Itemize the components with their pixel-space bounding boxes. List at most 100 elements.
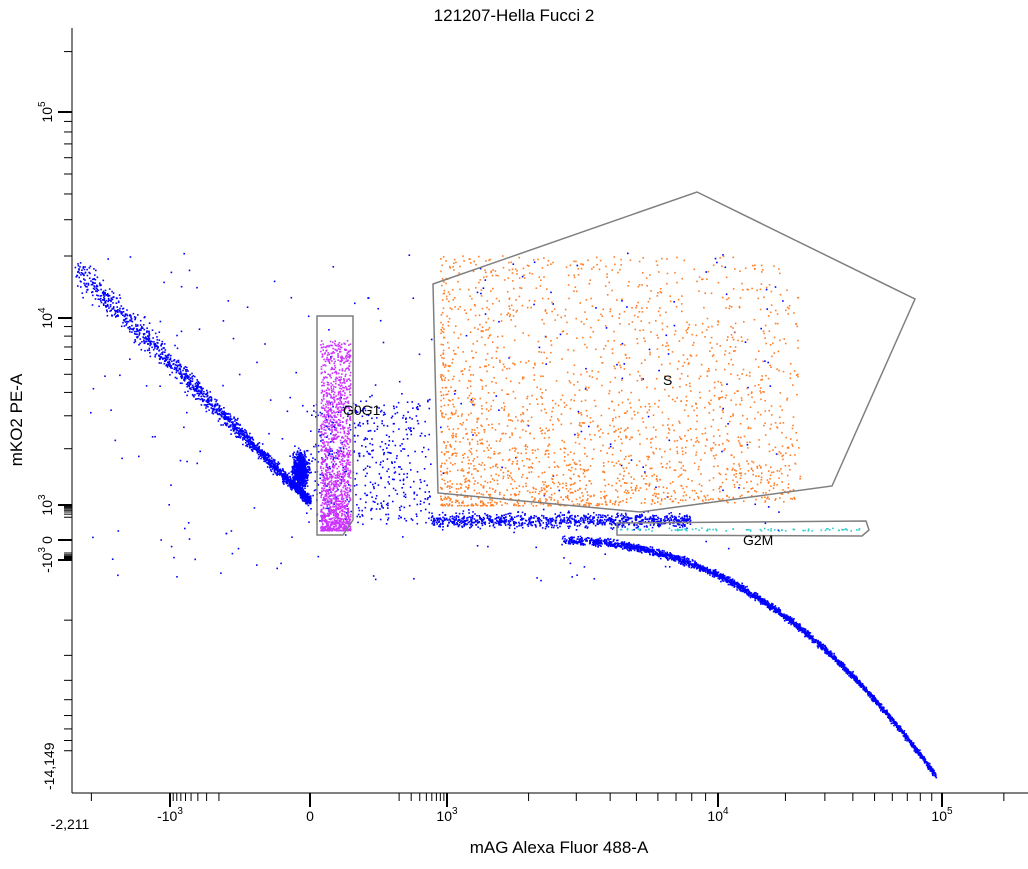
event-dot <box>136 333 138 336</box>
event-dot <box>458 524 461 526</box>
event-dot <box>298 467 300 469</box>
event-dot <box>366 465 369 467</box>
event-dot <box>568 519 571 521</box>
event-dot <box>213 406 216 408</box>
event-dot <box>589 520 592 523</box>
event-dot <box>364 467 367 470</box>
event-dot <box>185 383 188 386</box>
event-dot <box>217 420 220 422</box>
event-dot <box>395 457 398 460</box>
event-dot <box>495 514 498 516</box>
event-dot <box>138 332 141 335</box>
event-dot <box>308 493 310 495</box>
event-dot <box>298 489 300 491</box>
event-dot <box>191 378 194 380</box>
event-dot <box>124 314 127 316</box>
event-dot <box>395 406 398 408</box>
event-dot <box>185 370 187 373</box>
event-dot <box>94 282 96 284</box>
event-dot <box>469 527 471 529</box>
event-dot <box>109 304 112 306</box>
event-dot <box>488 518 490 520</box>
event-dot <box>92 282 95 284</box>
event-dot <box>455 515 458 517</box>
event-dot <box>299 481 301 484</box>
event-dot <box>505 513 507 516</box>
event-dot <box>519 516 522 518</box>
event-dot <box>680 524 683 526</box>
event-dot <box>531 517 533 519</box>
event-dot <box>482 519 485 521</box>
event-dot <box>303 468 306 471</box>
event-dot <box>146 330 148 332</box>
event-dot <box>560 521 562 524</box>
event-dot <box>155 345 157 348</box>
event-dot <box>382 500 385 502</box>
event-dot <box>83 268 86 271</box>
event-dot <box>80 286 82 288</box>
event-dot <box>300 465 303 467</box>
event-dot <box>427 400 429 403</box>
event-dot <box>388 452 391 454</box>
event-dot <box>409 486 412 488</box>
event-dot <box>476 521 479 524</box>
event-dot <box>659 523 661 526</box>
event-dot <box>402 491 405 494</box>
event-dot <box>202 395 205 397</box>
event-dot <box>249 439 251 441</box>
event-dot <box>115 316 117 318</box>
event-dot <box>263 451 265 453</box>
event-dot <box>481 520 484 523</box>
event-dot <box>260 457 262 460</box>
event-dot <box>825 650 828 653</box>
event-dot <box>203 390 205 393</box>
event-dot <box>555 522 557 524</box>
event-dot <box>550 520 552 523</box>
event-dot <box>444 514 447 516</box>
event-dot <box>92 294 94 297</box>
event-dot <box>250 437 252 439</box>
event-dot <box>345 405 347 408</box>
event-dot <box>188 385 190 388</box>
event-dot <box>125 313 128 316</box>
event-dot <box>77 263 79 265</box>
event-dot <box>169 365 171 367</box>
event-dot <box>676 523 679 525</box>
event-dot <box>362 469 365 471</box>
event-dot <box>313 405 315 407</box>
event-dot <box>381 466 384 469</box>
event-dot <box>301 466 304 468</box>
event-dot <box>499 520 502 522</box>
event-dot <box>379 508 381 510</box>
event-dot <box>430 463 432 465</box>
event-dot <box>261 451 264 453</box>
event-dot <box>327 507 330 510</box>
event-dot <box>382 460 384 462</box>
event-dot <box>779 609 781 611</box>
event-dot <box>139 338 142 340</box>
event-dot <box>100 297 102 300</box>
event-dot <box>299 479 302 481</box>
event-dot <box>242 431 244 433</box>
event-dot <box>686 516 689 518</box>
event-dot <box>240 430 242 433</box>
event-dot <box>302 490 304 493</box>
event-dot <box>326 485 328 487</box>
event-dot <box>269 459 272 462</box>
event-dot <box>205 405 208 407</box>
event-dot <box>233 417 235 420</box>
event-dot <box>302 484 305 487</box>
event-dot <box>290 485 293 488</box>
event-dot <box>111 308 113 310</box>
event-dot <box>916 747 918 750</box>
event-dot <box>897 728 900 730</box>
event-dot <box>124 313 127 315</box>
event-dot <box>268 455 270 457</box>
event-dot <box>296 467 299 470</box>
event-dot <box>166 365 169 367</box>
event-dot <box>319 520 321 522</box>
event-dot <box>369 429 371 432</box>
event-dot <box>586 526 589 528</box>
event-dot <box>923 762 926 764</box>
event-dot <box>647 520 650 523</box>
